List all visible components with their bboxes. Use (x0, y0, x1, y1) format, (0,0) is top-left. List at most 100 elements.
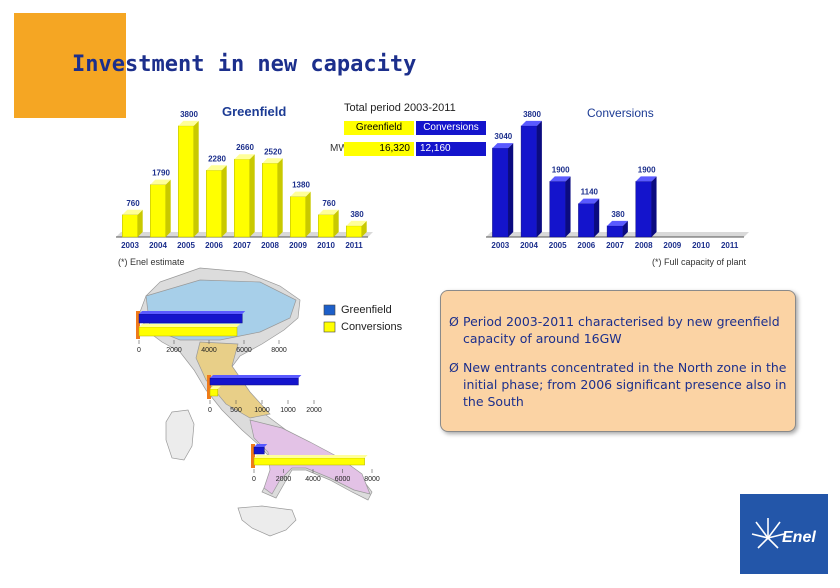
data-label: 380 (611, 210, 625, 219)
bar-top (210, 386, 221, 389)
map-legend (323, 304, 336, 333)
bar-top (578, 198, 600, 204)
bar (262, 163, 278, 238)
bar-side (221, 165, 227, 237)
bullet-marker: Ø (449, 360, 459, 375)
bar-top (262, 158, 283, 164)
bar (346, 225, 362, 238)
bar-top (206, 165, 227, 171)
bar-conversions (209, 377, 299, 386)
bar-side (622, 220, 628, 237)
bar-top (607, 220, 628, 226)
bar (549, 181, 566, 238)
bar (290, 196, 306, 238)
summary-text-box: Ø Period 2003-2011 characterised by new … (440, 290, 796, 432)
centre-horizontal-bar-chart: 0 500 1000 1000 2000 (207, 375, 322, 414)
data-label: 3800 (180, 110, 198, 119)
bar-side (193, 120, 199, 237)
x-tick-label: 4000 (201, 347, 217, 354)
x-tick-label: 6000 (335, 476, 351, 483)
bar-conversions (138, 313, 243, 324)
bar (318, 214, 334, 238)
north-horizontal-bar-chart: 0 2000 4000 6000 8000 (136, 311, 287, 354)
bullet-1-text: Period 2003-2011 characterised by new gr… (463, 314, 780, 346)
legend-swatch-conversions (323, 321, 336, 333)
x-tick-label: 2000 (306, 407, 322, 414)
bar (520, 125, 538, 238)
bar-greenfield (253, 457, 365, 466)
x-tick-label: 2010 (692, 241, 710, 250)
summary-header-conversions: Conversions (416, 121, 486, 135)
x-tick-label: 2005 (549, 241, 567, 250)
bar (578, 203, 595, 238)
data-label: 1900 (552, 165, 570, 174)
greenfield-chart-title: Greenfield (222, 104, 287, 119)
bar-side (305, 191, 311, 237)
mw-unit-label: MW (330, 143, 348, 154)
bar-top (346, 220, 367, 226)
bar-top (290, 191, 311, 197)
bar-top (178, 120, 199, 126)
page-title: Investment in new capacity (72, 52, 417, 77)
x-tick-label: 0 (252, 476, 256, 483)
conversions-chart-title: Conversions (587, 106, 654, 120)
axis-wall (251, 444, 255, 468)
data-label: 380 (350, 210, 364, 219)
bar-top (210, 375, 302, 378)
data-label: 2520 (264, 147, 282, 156)
bar-top (122, 209, 143, 215)
bar-side (565, 176, 571, 237)
x-tick-label: 1000 (280, 407, 296, 414)
bar-top (254, 444, 268, 447)
bar-top (234, 154, 255, 160)
x-tick-label: 8000 (364, 476, 380, 483)
summary-value-conversions: 12,160 (416, 142, 486, 156)
x-tick-label: 2004 (520, 241, 538, 250)
orange-accent-block (14, 13, 126, 118)
summary-header-greenfield: Greenfield (344, 121, 414, 135)
x-tick-label: 2005 (177, 241, 195, 250)
x-tick-label: 2006 (577, 241, 595, 250)
x-tick-label: 2009 (663, 241, 681, 250)
greenfield-bar-chart: 760 2003 1790 2004 3800 2005 2280 2006 2660 2007 2… (116, 110, 373, 250)
bar-top (318, 209, 339, 215)
x-tick-label: 2010 (317, 241, 335, 250)
bar-top (139, 311, 246, 314)
bar-greenfield (138, 326, 238, 337)
x-tick-label: 2011 (721, 241, 739, 250)
data-label: 1900 (638, 165, 656, 174)
bar-side (333, 209, 339, 237)
bar-side (536, 120, 542, 237)
data-label: 760 (322, 199, 336, 208)
x-tick-label: 2008 (635, 241, 653, 250)
data-label: 3040 (494, 132, 512, 141)
x-tick-label: 6000 (236, 347, 252, 354)
bar (178, 125, 194, 238)
bar-top (521, 120, 542, 126)
bar (150, 184, 166, 238)
bar-side (651, 176, 657, 237)
footnote-right: (*) Full capacity of plant (652, 257, 747, 267)
bullet-marker: Ø (449, 314, 459, 329)
x-tick-label: 2003 (491, 241, 509, 250)
enel-sun-icon: Enel (751, 518, 816, 549)
bar-top (549, 176, 571, 182)
bullet-2: Ø New entrants concentrated in the North… (449, 359, 789, 410)
enel-logo-text: Enel (782, 529, 816, 546)
x-tick-label: 2000 (276, 476, 292, 483)
x-tick-label: 2006 (205, 241, 223, 250)
data-label: 3800 (523, 110, 541, 119)
bar-side (137, 209, 143, 237)
x-tick-label: 1000 (254, 407, 270, 414)
data-label: 2660 (236, 143, 254, 152)
period-label: Total period 2003-2011 (344, 102, 456, 114)
x-tick-label: 2000 (166, 347, 182, 354)
x-tick-label: 2007 (606, 241, 624, 250)
x-tick-label: 8000 (271, 347, 287, 354)
bar-top (492, 143, 514, 149)
x-tick-label: 2003 (121, 241, 139, 250)
bar (206, 170, 222, 238)
bar-side (508, 143, 514, 237)
x-tick-label: 2011 (345, 241, 363, 250)
x-tick-label: 2008 (261, 241, 279, 250)
